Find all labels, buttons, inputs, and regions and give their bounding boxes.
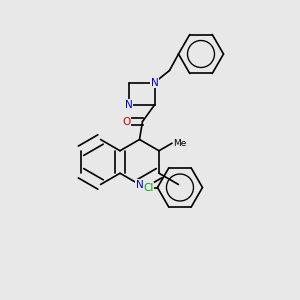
Text: Me: Me (173, 139, 187, 148)
Text: N: N (151, 77, 158, 88)
Text: Cl: Cl (143, 182, 154, 193)
Text: N: N (136, 179, 143, 190)
Text: N: N (125, 100, 133, 110)
Text: O: O (122, 116, 131, 127)
